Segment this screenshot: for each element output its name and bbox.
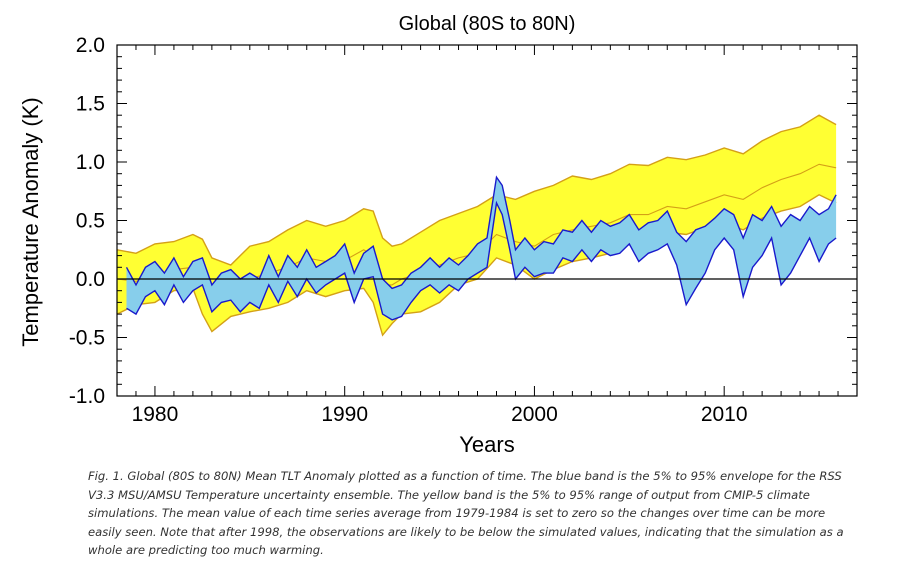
- y-tick-label: -0.5: [69, 327, 105, 350]
- x-axis-label: Years: [459, 432, 514, 457]
- x-tick-label: 2010: [701, 403, 748, 426]
- observation-ensemble-upper-line: [125, 175, 837, 290]
- y-tick-label: -1.0: [69, 385, 105, 408]
- chart-title: Global (80S to 80N): [399, 13, 576, 35]
- y-tick-label: 1.5: [76, 93, 105, 116]
- y-tick-label: 0.5: [76, 210, 105, 233]
- plot-area: [116, 114, 857, 337]
- figure-caption: Fig. 1. Global (80S to 80N) Mean TLT Ano…: [88, 469, 844, 557]
- model-range-upper-line: [116, 114, 837, 266]
- y-tick-label: 0.0: [76, 268, 105, 291]
- y-tick-label: 2.0: [76, 34, 105, 57]
- observation-ensemble-lower-line: [126, 200, 837, 321]
- x-tick-label: 2000: [511, 403, 558, 426]
- x-tick-label: 1980: [132, 403, 179, 426]
- y-tick-label: 1.0: [76, 151, 105, 174]
- x-tick-label: 1990: [321, 403, 368, 426]
- y-axis-label: Temperature Anomaly (K): [18, 97, 43, 346]
- axes: 1980 1990 2000 2010 -1.0 -0.5 0.0 0.5 1.0 1.5 2.0: [69, 34, 858, 426]
